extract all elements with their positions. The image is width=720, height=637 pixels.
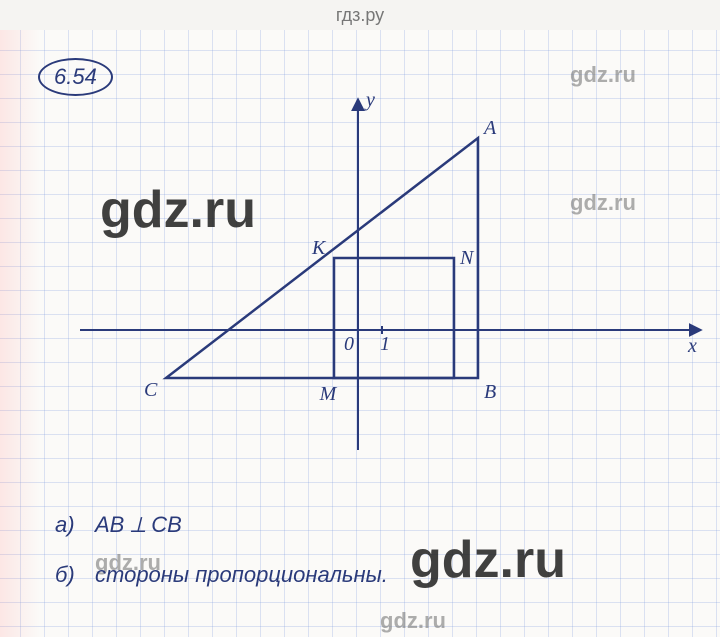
svg-text:x: x — [687, 335, 697, 357]
answer-b-text: стороны пропорциональны. — [95, 562, 388, 588]
svg-text:C: C — [144, 379, 158, 401]
svg-text:A: A — [482, 117, 497, 139]
answer-a-label: a) — [55, 512, 75, 538]
svg-text:N: N — [459, 247, 475, 269]
svg-text:y: y — [364, 89, 375, 111]
geometry-diagram: x y 0 1 A B C K N M — [0, 0, 720, 480]
svg-text:B: B — [484, 381, 496, 403]
answer-b-label: б) — [55, 562, 75, 588]
svg-text:M: M — [319, 383, 338, 405]
answer-a-text: AB ⟂ CB — [95, 512, 182, 538]
svg-text:1: 1 — [380, 333, 390, 355]
svg-text:0: 0 — [344, 333, 354, 355]
svg-text:K: K — [311, 237, 327, 259]
